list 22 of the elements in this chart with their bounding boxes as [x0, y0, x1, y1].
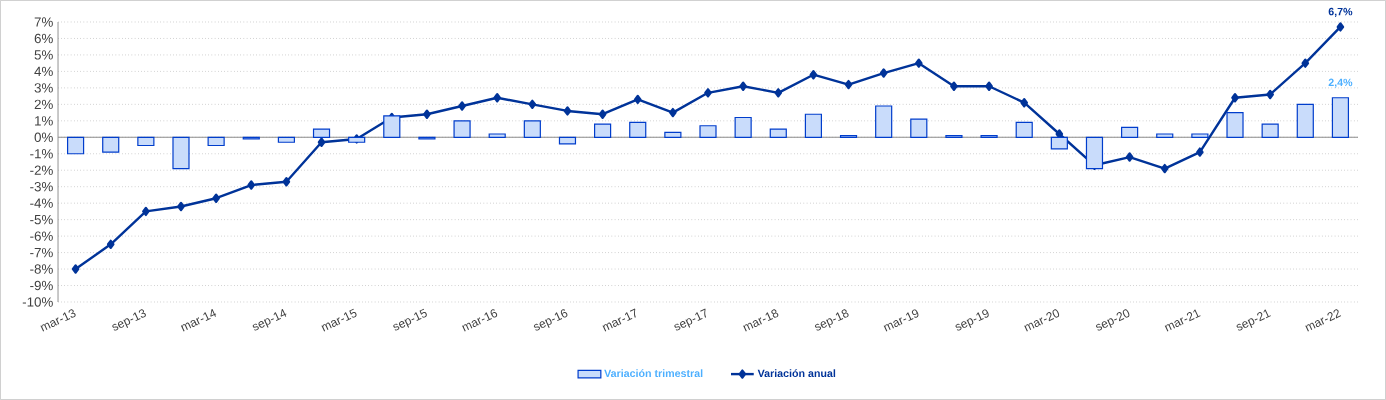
data-label: 2,4%: [1328, 78, 1353, 88]
y-tick-label: -8%: [30, 264, 53, 274]
legend-label: Variación anual: [757, 369, 836, 378]
y-tick-label: -7%: [30, 247, 53, 258]
y-tick-label: 2%: [34, 99, 53, 110]
y-tick-label: 5%: [34, 50, 53, 60]
y-tick-label: 6%: [34, 33, 53, 44]
y-tick-label: -5%: [30, 214, 53, 225]
y-tick-label: 1%: [35, 116, 53, 126]
y-tick-label: -9%: [30, 280, 53, 291]
y-tick-label: -2%: [30, 165, 53, 175]
y-tick-label: -10%: [22, 297, 53, 307]
y-tick-label: 7%: [34, 17, 53, 27]
y-tick-label: 4%: [34, 66, 53, 77]
y-tick-label: 3%: [34, 83, 53, 93]
data-label: 6,7%: [1328, 7, 1353, 17]
y-tick-label: -3%: [30, 181, 53, 192]
legend-label: Variación trimestral: [604, 369, 703, 378]
y-tick-label: -4%: [30, 198, 53, 208]
y-tick-label: 0%: [34, 132, 53, 142]
y-tick-label: -1%: [30, 149, 53, 159]
y-tick-label: -6%: [30, 231, 53, 241]
